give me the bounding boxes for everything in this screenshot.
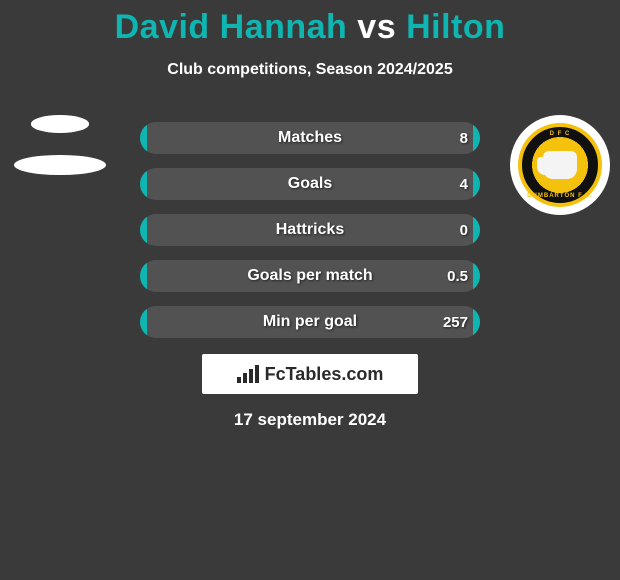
- stats-bars: Matches8Goals4Hattricks0Goals per match0…: [140, 122, 480, 352]
- subtitle: Club competitions, Season 2024/2025: [0, 61, 620, 79]
- club-badge-icon: D F C DUMBARTON F.C.: [510, 115, 610, 215]
- badge-text-top: D F C: [522, 131, 598, 137]
- stat-label: Goals: [140, 168, 480, 200]
- stat-label: Goals per match: [140, 260, 480, 292]
- brand-box[interactable]: FcTables.com: [202, 354, 418, 394]
- stat-value-right: 0.5: [447, 260, 468, 292]
- stat-label: Min per goal: [140, 306, 480, 338]
- barchart-icon: [237, 365, 259, 383]
- stat-row: Goals per match0.5: [140, 260, 480, 292]
- badge-text-bottom: DUMBARTON F.C.: [522, 193, 598, 199]
- stat-value-right: 8: [460, 122, 468, 154]
- silhouette-icon: [10, 115, 110, 175]
- stat-value-right: 4: [460, 168, 468, 200]
- comparison-title: David Hannah vs Hilton: [0, 0, 620, 47]
- stat-row: Hattricks0: [140, 214, 480, 246]
- elephant-icon: [543, 151, 577, 179]
- vs-label: vs: [357, 8, 396, 46]
- stat-value-right: 0: [460, 214, 468, 246]
- stat-label: Matches: [140, 122, 480, 154]
- brand-text: FcTables.com: [265, 364, 384, 385]
- player1-name: David Hannah: [115, 8, 348, 46]
- stat-row: Min per goal257: [140, 306, 480, 338]
- player2-name: Hilton: [406, 8, 505, 46]
- stat-label: Hattricks: [140, 214, 480, 246]
- stat-row: Goals4: [140, 168, 480, 200]
- stat-value-right: 257: [443, 306, 468, 338]
- player1-portrait: [10, 115, 110, 175]
- player2-badge: D F C DUMBARTON F.C.: [510, 115, 610, 215]
- date-label: 17 september 2024: [0, 410, 620, 430]
- stat-row: Matches8: [140, 122, 480, 154]
